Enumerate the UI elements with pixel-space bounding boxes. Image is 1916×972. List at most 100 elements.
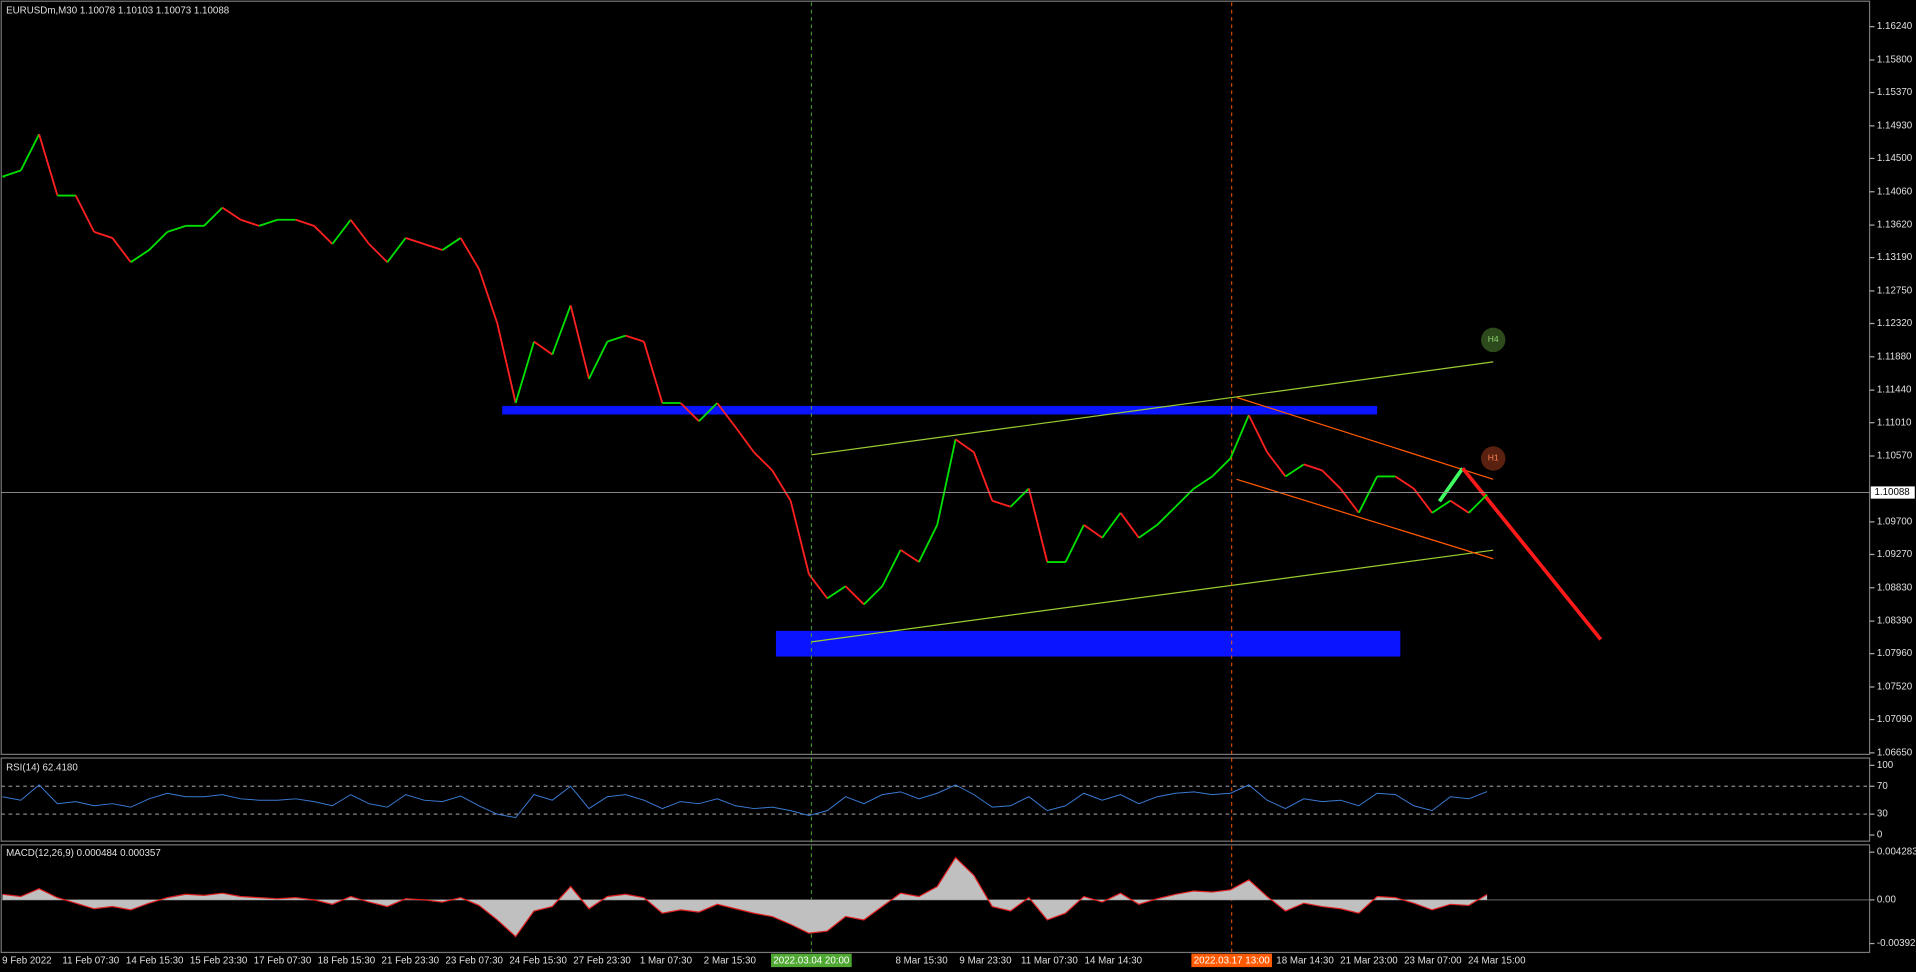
price-segment [295,218,315,227]
y-tick-label: 1.16240 [1877,21,1913,32]
x-tick-label: 15 Feb 23:30 [190,956,248,967]
x-tick-label: 17 Feb 07:30 [254,956,312,967]
x-tick-label: 24 Feb 15:30 [509,956,567,967]
x-tick-label: 14 Mar 14:30 [1085,956,1143,967]
price-segment [148,231,169,251]
price-segment [698,402,718,422]
macd-title: MACD(12,26,9) 0.000484 0.000357 [6,848,161,859]
y-tick-label: 1.13190 [1877,252,1913,263]
main-pane [0,0,1871,755]
price-segment [368,243,388,263]
h1-label: H1 [1488,453,1499,463]
price-segment [789,500,810,575]
price-segment [459,237,480,270]
y-tick-label: 1.11010 [1877,417,1912,428]
price-segment [918,524,939,563]
x-tick-label: 24 Mar 15:00 [1468,956,1526,967]
x-tick-label: 1 Mar 07:30 [640,956,693,967]
price-segment [74,195,95,233]
projection-up [1437,467,1465,503]
x-tick-label: 21 Mar 23:00 [1340,956,1398,967]
y-tick-label: 1.08830 [1877,582,1913,593]
price-segment [313,225,334,245]
x-tick-label: 14 Feb 15:30 [126,956,184,967]
price-segment [1119,512,1140,539]
price-segment [1431,499,1451,514]
x-tick-label: 9 Feb 2022 [2,956,51,967]
price-segment [643,341,664,404]
y-tick-label: 100 [1877,760,1894,771]
price-segment [771,469,792,502]
y-tick-label: 0.004283 [1877,847,1916,858]
price-segment [496,323,517,404]
y-tick-label: -0.003921 [1877,938,1916,949]
last-price-box [1870,486,1915,499]
price-segment [588,341,609,380]
price-segment [936,439,957,526]
price-segment [1174,487,1195,508]
y-tick-label: 1.06650 [1877,747,1913,758]
x-tick-label: 23 Mar 07:00 [1404,956,1462,967]
y-tick-label: 1.13620 [1877,220,1913,231]
price-segment [625,334,645,343]
price-segment [844,585,865,606]
price-segment [1284,463,1305,478]
price-segment [607,334,626,343]
price-segment [1357,476,1378,514]
price-segment [93,231,113,239]
y-tick-label: 1.10570 [1877,451,1913,462]
price-segment [679,402,700,422]
h1-badge [1480,446,1506,471]
macd-line [2,856,1488,938]
y-tick-label: 0.00 [1877,894,1897,905]
price-segment [1211,457,1232,478]
price-segment [808,573,828,599]
price-segment [1156,506,1177,526]
resistance-zone [502,405,1378,415]
price-segment [221,206,242,221]
y-tick-label: 1.15800 [1877,55,1913,66]
price-segment [734,426,755,453]
price-segment [716,402,737,428]
price-segment [386,237,407,263]
x-tick-label: 21 Feb 23:30 [382,956,440,967]
y-tick-label: 70 [1877,781,1888,792]
x-tick-label: 8 Mar 15:30 [896,956,949,967]
price-segment [167,224,187,233]
price-segment [1064,524,1085,563]
price-segment [551,305,572,355]
price-segment [533,340,553,356]
price-segment [1394,475,1415,490]
x-tick-label: 2 Mar 15:30 [704,956,757,967]
y-tick-label: 1.07520 [1877,682,1913,693]
price-segment [991,499,1011,508]
price-segment [900,549,920,563]
price-segment [111,237,132,263]
price-segment [240,218,260,227]
y-tick-label: 1.09270 [1877,549,1913,560]
marker-label: 2022.03.17 13:00 [1194,956,1271,967]
x-tick-label: 27 Feb 23:30 [573,956,631,967]
x-tick-label: 18 Feb 15:30 [318,956,376,967]
price-segment [1321,469,1342,490]
price-segment [1229,414,1250,459]
price-segment [478,268,499,324]
price-segment [1449,499,1470,514]
x-tick-label: 11 Mar 07:30 [1021,956,1078,967]
y-tick-label: 30 [1877,809,1888,820]
channel-line [811,361,1494,456]
price-segment [1101,512,1122,539]
price-segment [405,237,425,245]
price-segment [1468,493,1488,514]
price-segment [1303,463,1323,472]
macd-pane [0,844,1871,954]
chart-title: EURUSDm,M30 1.10078 1.10103 1.10073 1.10… [6,6,229,17]
y-tick-label: 1.11440 [1877,385,1912,396]
x-tick-label: 11 Feb 07:30 [62,956,119,967]
support-zone [775,630,1401,657]
price-segment [826,585,847,600]
y-tick-label: 1.12320 [1877,318,1913,329]
y-tick-label: 1.14500 [1877,153,1913,164]
